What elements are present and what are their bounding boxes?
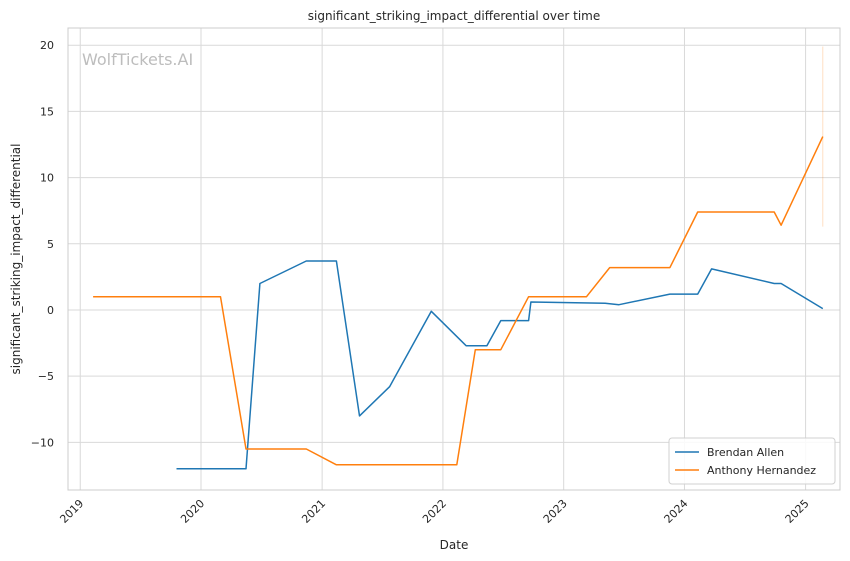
x-tick-label: 2019 (57, 497, 86, 526)
x-tick-label: 2022 (420, 497, 449, 526)
y-axis-title: significant_striking_impact_differential (9, 144, 23, 375)
x-tick-label: 2025 (783, 497, 812, 526)
x-axis-title: Date (440, 538, 469, 552)
grid-layer (68, 28, 840, 490)
legend: Brendan Allen Anthony Hernandez (668, 437, 836, 485)
legend-box (668, 437, 836, 485)
watermark: WolfTickets.AI (82, 50, 193, 69)
series-layer (93, 46, 824, 470)
y-tick-label: −5 (38, 370, 54, 383)
series-line-brendan-allen (176, 260, 824, 470)
y-tick-label: 20 (40, 39, 54, 52)
y-tick-label: −10 (31, 436, 54, 449)
chart-title: significant_striking_impact_differential… (308, 9, 600, 23)
y-tick-label: 15 (40, 105, 54, 118)
y-tick-label: 0 (47, 304, 54, 317)
series-line-anthony-hernandez (93, 136, 824, 466)
y-tick-label: 5 (47, 238, 54, 251)
legend-label: Anthony Hernandez (707, 464, 816, 477)
x-tick-label: 2020 (178, 497, 207, 526)
x-tick-label: 2024 (662, 497, 691, 526)
x-tick-label: 2021 (299, 497, 328, 526)
x-tick-label: 2023 (541, 497, 570, 526)
legend-label: Brendan Allen (707, 446, 784, 459)
plot-frame (67, 27, 841, 491)
y-tick-label: 10 (40, 172, 54, 185)
